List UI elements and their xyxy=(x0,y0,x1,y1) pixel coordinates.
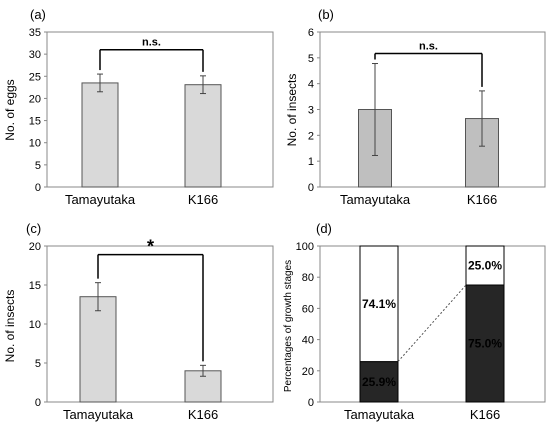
y-tick-label: 10 xyxy=(29,319,41,331)
y-tick-label: 10 xyxy=(29,138,41,150)
y-tick-label: 15 xyxy=(29,116,41,128)
plot-frame xyxy=(319,245,546,403)
y-tick-label: 0 xyxy=(35,182,41,194)
significance-label: n.s. xyxy=(142,37,161,49)
y-tick-label: 0 xyxy=(308,397,314,409)
bar xyxy=(79,296,117,403)
stacked-bar-segment xyxy=(465,245,505,286)
y-tick-label: 1 xyxy=(308,156,314,168)
panel-label: (c) xyxy=(26,221,41,236)
panel-label: (d) xyxy=(316,221,332,236)
y-axis-label: Percentages of growth stages xyxy=(283,260,294,392)
chart-panel-3: (c) 0 5 10 15 20 No. of insects Tamayutaka K166 * xyxy=(3,221,274,422)
y-tick-label: 15 xyxy=(29,280,41,292)
y-tick-label: 6 xyxy=(308,27,314,39)
x-category-label: Tamayutaka xyxy=(63,407,134,422)
x-category-label: K166 xyxy=(188,192,218,207)
segment-data-label: 75.0% xyxy=(468,337,502,351)
y-tick-label: 80 xyxy=(302,272,314,284)
y-tick-label: 40 xyxy=(302,335,314,347)
x-category-label: Tamayutaka xyxy=(344,407,415,422)
stacked-bar-segment xyxy=(359,245,399,363)
x-category-label: K166 xyxy=(470,407,500,422)
bar xyxy=(81,82,119,188)
stacked-bar-segment xyxy=(465,284,505,403)
x-category-label: K166 xyxy=(188,407,218,422)
y-tick-label: 5 xyxy=(35,160,41,172)
panel-label: (b) xyxy=(318,7,334,22)
x-category-label: Tamayutaka xyxy=(340,192,411,207)
chart-panel-1: (a) 0 5 10 15 20 25 30 35 No. of eggs Tamayutaka K1… xyxy=(3,7,274,207)
bar xyxy=(184,84,222,188)
y-tick-label: 20 xyxy=(302,366,314,378)
y-tick-label: 3 xyxy=(308,105,314,117)
y-tick-label: 35 xyxy=(29,27,41,39)
segment-data-label: 25.0% xyxy=(468,259,502,273)
x-category-label: K166 xyxy=(467,192,497,207)
plot-frame xyxy=(319,31,546,188)
y-tick-label: 100 xyxy=(296,241,314,253)
plot-frame xyxy=(46,31,274,188)
y-axis-label: No. of eggs xyxy=(3,79,17,140)
y-axis-label: No. of insects xyxy=(3,290,17,363)
y-tick-label: 30 xyxy=(29,49,41,61)
y-tick-label: 0 xyxy=(308,182,314,194)
y-tick-label: 4 xyxy=(308,79,314,91)
y-tick-label: 5 xyxy=(308,53,314,65)
segment-data-label: 74.1% xyxy=(362,297,396,311)
segment-data-label: 25.9% xyxy=(362,375,396,389)
y-tick-label: 20 xyxy=(29,93,41,105)
y-tick-label: 0 xyxy=(35,397,41,409)
connector-line xyxy=(397,284,467,362)
y-tick-label: 2 xyxy=(308,130,314,142)
panel-label: (a) xyxy=(30,7,46,22)
y-tick-label: 60 xyxy=(302,303,314,315)
y-axis-label: No. of insects xyxy=(285,74,299,147)
y-tick-label: 20 xyxy=(29,241,41,253)
y-tick-label: 25 xyxy=(29,71,41,83)
y-tick-label: 5 xyxy=(35,358,41,370)
significance-label: * xyxy=(147,237,154,257)
chart-panel-2: (b) 0 1 2 3 4 5 6 No. of insects Tamayutaka K166 n.… xyxy=(285,7,546,207)
significance-label: n.s. xyxy=(419,41,438,53)
x-category-label: Tamayutaka xyxy=(65,192,136,207)
